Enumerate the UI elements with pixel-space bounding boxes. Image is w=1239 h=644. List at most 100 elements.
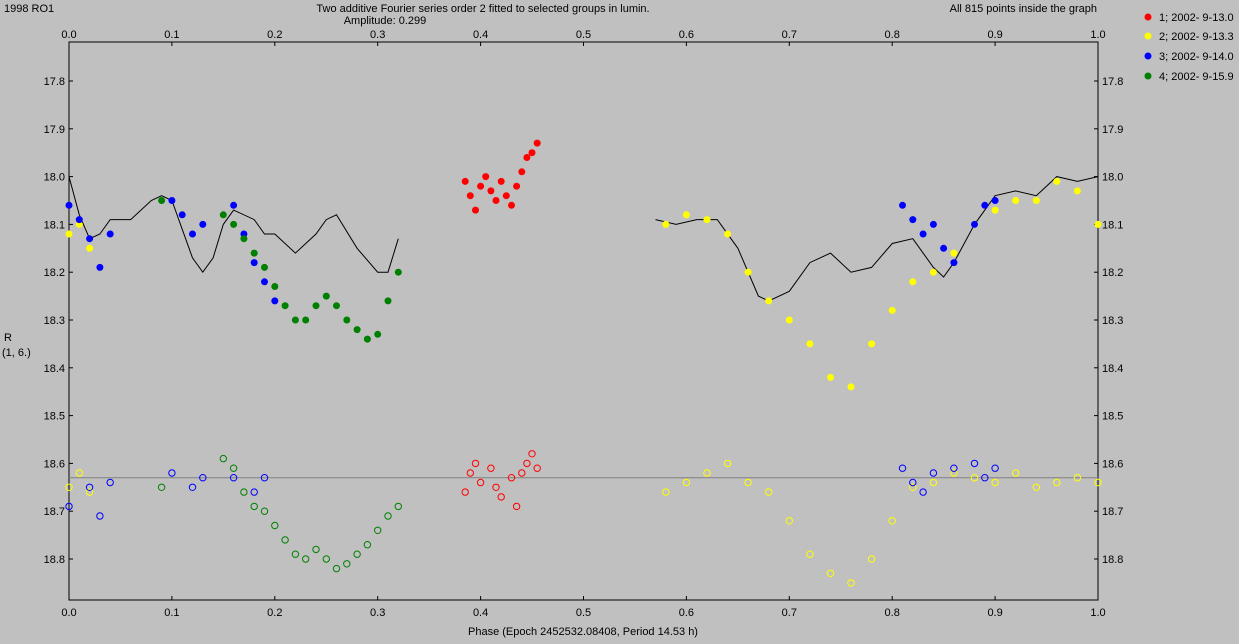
residual-point-series-3 — [950, 464, 958, 472]
data-point-series-4 — [322, 292, 330, 300]
residual-point-series-4 — [374, 526, 382, 534]
y-tick-label-left: 17.8 — [44, 76, 65, 88]
data-point-series-1 — [502, 192, 510, 200]
x-tick-label-bottom: 0.8 — [885, 607, 900, 619]
residual-point-series-4 — [363, 541, 372, 549]
x-tick-label-top: 0.3 — [370, 29, 385, 41]
data-point-series-3 — [178, 211, 186, 219]
residual-point-series-3 — [909, 478, 917, 487]
data-point-series-4 — [384, 297, 392, 305]
residual-point-series-4 — [302, 555, 310, 563]
y-tick-label-right: 18.4 — [1102, 363, 1123, 375]
y-tick-label-right: 17.8 — [1102, 76, 1123, 88]
residual-point-series-2 — [1094, 478, 1102, 487]
x-tick-label-bottom: 0.7 — [782, 607, 797, 619]
residual-point-series-4 — [291, 550, 300, 558]
data-point-series-2 — [662, 220, 670, 228]
residual-point-series-2 — [1032, 483, 1041, 491]
data-point-series-4 — [250, 249, 258, 257]
x-tick-label-bottom: 0.2 — [267, 607, 282, 619]
residual-point-series-2 — [1073, 474, 1082, 482]
residual-point-series-3 — [65, 502, 73, 511]
residual-point-series-1 — [466, 469, 474, 477]
residual-point-series-2 — [929, 478, 938, 487]
data-point-series-2 — [682, 211, 690, 219]
data-point-series-2 — [1032, 197, 1040, 204]
x-tick-label-bottom: 0.4 — [473, 607, 488, 619]
data-point-series-4 — [219, 211, 227, 219]
data-point-series-2 — [950, 249, 958, 257]
residual-point-series-3 — [96, 512, 104, 520]
y-tick-label-left: 18.5 — [44, 411, 65, 423]
data-point-series-3 — [86, 235, 94, 243]
y-tick-label-left: 18.7 — [44, 506, 65, 518]
residual-point-series-3 — [106, 478, 114, 487]
data-point-series-4 — [353, 326, 361, 334]
points-note: All 815 points inside the graph — [950, 3, 1097, 15]
data-point-series-1 — [487, 187, 495, 195]
residual-point-series-4 — [353, 550, 361, 558]
x-tick-label-top: 0.1 — [164, 29, 179, 41]
residual-point-series-3 — [168, 469, 176, 477]
data-point-series-2 — [724, 230, 732, 238]
data-point-series-4 — [158, 197, 166, 204]
residual-point-series-2 — [765, 488, 773, 496]
y-tick-label-left: 18.4 — [44, 363, 65, 375]
chart-subtitle: Amplitude: 0.299 — [344, 15, 427, 27]
residual-point-series-2 — [785, 517, 793, 525]
residual-point-series-4 — [281, 536, 289, 544]
data-point-series-3 — [106, 230, 114, 238]
residual-point-series-2 — [847, 579, 855, 587]
fit-curve — [68, 176, 399, 274]
data-point-series-1 — [466, 192, 474, 200]
residual-point-series-3 — [229, 474, 238, 482]
data-point-series-2 — [1053, 177, 1061, 185]
data-point-series-4 — [312, 302, 320, 310]
data-point-series-2 — [806, 340, 814, 348]
residual-point-series-2 — [806, 550, 814, 558]
residual-point-series-2 — [970, 474, 979, 482]
data-point-series-3 — [250, 259, 258, 267]
data-point-series-4 — [261, 263, 268, 271]
data-point-series-4 — [343, 316, 351, 324]
y-tick-label-left: 18.1 — [44, 219, 65, 231]
residual-point-series-2 — [65, 483, 73, 491]
data-point-series-2 — [991, 206, 999, 214]
residual-point-series-1 — [518, 469, 526, 477]
residual-point-series-4 — [312, 545, 320, 554]
data-point-series-2 — [868, 340, 876, 348]
data-point-series-3 — [929, 220, 937, 228]
data-point-series-3 — [909, 216, 917, 224]
residual-point-series-2 — [888, 517, 896, 525]
legend-label-4: 4; 2002- 9-15.9 — [1159, 71, 1234, 83]
data-point-series-2 — [909, 278, 917, 286]
residual-point-series-2 — [682, 478, 691, 487]
x-tick-label-top: 0.4 — [473, 29, 488, 41]
residual-point-series-1 — [461, 488, 469, 496]
residual-point-series-2 — [826, 569, 835, 577]
residual-point-series-3 — [85, 483, 94, 491]
residual-point-series-3 — [919, 488, 927, 496]
legend-label-1: 1; 2002- 9-13.0 — [1159, 12, 1234, 24]
residual-point-series-1 — [497, 493, 505, 501]
x-tick-label-bottom: 0.5 — [576, 607, 591, 619]
data-point-series-2 — [65, 230, 73, 238]
x-tick-label-top: 0.2 — [267, 29, 282, 41]
data-point-series-3 — [940, 244, 948, 252]
data-point-series-3 — [65, 201, 73, 209]
legend-label-3: 3; 2002- 9-14.0 — [1159, 51, 1234, 63]
x-tick-label-bottom: 1.0 — [1090, 607, 1105, 619]
data-point-series-1 — [513, 182, 521, 190]
residual-point-series-3 — [981, 474, 989, 482]
residual-point-series-4 — [229, 464, 238, 472]
residual-point-series-1 — [533, 464, 541, 472]
data-point-series-1 — [523, 154, 531, 161]
y-tick-label-right: 18.5 — [1102, 411, 1123, 423]
data-point-series-3 — [981, 201, 989, 209]
data-point-series-2 — [929, 268, 937, 276]
y-axis-label-sub: (1, 6.) — [2, 347, 31, 359]
x-tick-label-top: 0.8 — [885, 29, 900, 41]
y-tick-label-right: 18.8 — [1102, 554, 1123, 566]
x-tick-label-top: 0.7 — [782, 29, 797, 41]
